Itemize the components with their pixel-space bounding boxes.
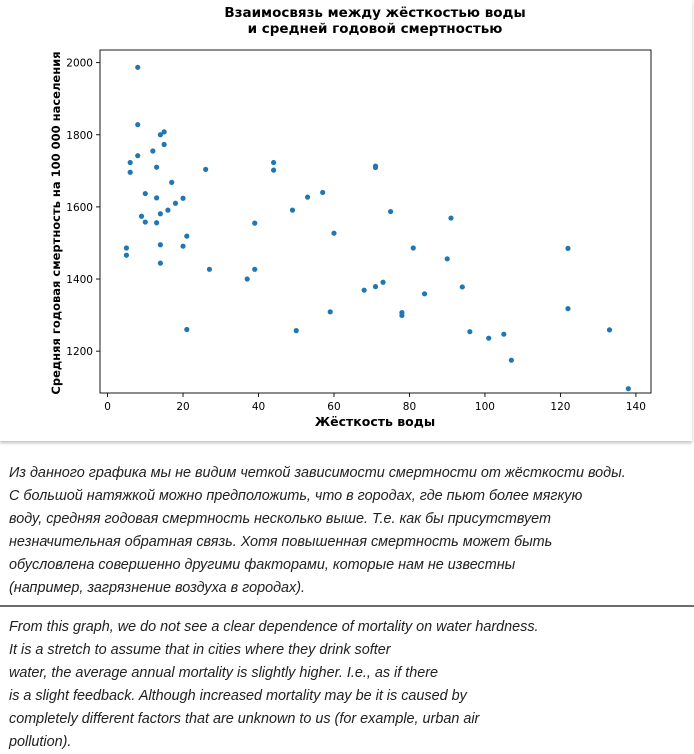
data-point: [252, 220, 258, 226]
data-point: [380, 279, 386, 285]
data-point: [135, 122, 141, 128]
x-tick-label: 60: [327, 401, 340, 413]
data-point: [154, 220, 160, 226]
data-point: [161, 141, 167, 148]
y-tick-label: 2000: [66, 58, 93, 70]
data-point: [372, 284, 379, 290]
data-point: [169, 179, 175, 185]
data-point: [150, 148, 156, 154]
data-point: [293, 328, 299, 334]
x-tick-label: 120: [550, 401, 570, 413]
text-line: (например, загрязнение воздуха в городах…: [9, 580, 306, 596]
y-axis-label: Средняя годовая смертность на 100 000 на…: [49, 51, 63, 394]
text-line: completely different factors that are un…: [9, 711, 480, 727]
x-tick-label: 0: [104, 401, 111, 413]
data-point: [304, 194, 311, 200]
conclusion-text-ru: Из данного графика мы не видим четкой за…: [9, 462, 626, 600]
data-point: [142, 219, 148, 225]
data-point: [565, 306, 571, 312]
scatter-chart: Взаимосвязь между жёсткостью воды и сред…: [49, 5, 652, 429]
data-point: [157, 211, 163, 217]
x-tick-label: 40: [252, 401, 265, 413]
text-line: From this graph, we do not see a clear d…: [9, 619, 539, 635]
data-point: [410, 245, 416, 251]
data-point: [180, 195, 186, 201]
data-point: [157, 260, 163, 266]
text-line: pollution).: [9, 734, 72, 750]
data-point: [252, 266, 258, 272]
text-line: незначительная обратная связь. Хотя повы…: [9, 534, 553, 550]
section-divider: [0, 605, 694, 607]
data-point: [184, 326, 190, 333]
data-point: [565, 245, 571, 251]
data-point: [244, 276, 250, 282]
data-point: [135, 64, 141, 70]
data-point: [180, 243, 186, 249]
conclusion-text-en: From this graph, we do not see a clear d…: [9, 616, 609, 754]
data-point: [444, 256, 450, 262]
data-point: [123, 252, 130, 258]
text-line: It is a stretch to assume that in cities…: [9, 642, 391, 658]
data-point: [154, 195, 160, 201]
data-point: [387, 208, 394, 215]
x-tick-label: 80: [403, 401, 416, 413]
chart-title-line-2: и средней годовой смертностью: [248, 21, 503, 37]
data-point: [271, 159, 277, 166]
chart-title-line-1: Взаимосвязь между жёсткостью воды: [224, 5, 525, 21]
data-point: [135, 153, 141, 159]
data-point: [508, 357, 514, 363]
y-tick-label: 1800: [66, 130, 93, 142]
data-point: [320, 189, 326, 196]
text-line: is a slight feedback. Although increased…: [9, 688, 467, 704]
text-line: Из данного графика мы не видим четкой за…: [9, 465, 626, 481]
x-tick-label: 140: [626, 401, 646, 413]
data-point: [157, 242, 163, 248]
text-line: воду, средняя годовая смертность несколь…: [9, 511, 551, 527]
data-point: [467, 329, 473, 335]
data-point: [203, 166, 209, 172]
data-point: [486, 335, 492, 341]
data-point: [625, 386, 631, 392]
data-point: [289, 207, 296, 213]
data-point: [399, 312, 405, 319]
text-line: обусловлена совершенно другими факторами…: [9, 557, 516, 573]
x-tick-label: 20: [176, 401, 189, 413]
data-point: [165, 207, 171, 213]
data-point: [271, 167, 277, 173]
plot-frame: [99, 49, 652, 394]
y-tick-label: 1600: [66, 202, 93, 214]
data-point: [127, 169, 133, 175]
x-axis-label: Жёсткость воды: [315, 414, 435, 429]
y-tick-label: 1200: [66, 346, 93, 358]
data-point: [421, 291, 428, 297]
data-point: [372, 164, 379, 171]
text-line: water, the average annual mortality is s…: [9, 665, 439, 681]
data-point: [172, 200, 179, 206]
data-point: [501, 331, 507, 337]
data-point: [142, 190, 148, 197]
data-point: [161, 129, 167, 135]
output-card: Взаимосвязь между жёсткостью воды и сред…: [49, 5, 652, 429]
data-point: [327, 309, 333, 315]
data-point: [123, 245, 130, 251]
data-point: [138, 213, 145, 219]
data-point: [448, 215, 454, 221]
data-point: [331, 230, 337, 236]
data-point: [127, 159, 133, 166]
data-point: [184, 233, 190, 239]
data-point: [154, 164, 160, 170]
text-line: С большой натяжкой можно предположить, ч…: [9, 488, 583, 504]
data-point: [606, 327, 613, 333]
y-tick-label: 1400: [66, 274, 93, 286]
data-point: [361, 287, 367, 293]
data-point: [157, 132, 163, 138]
data-point: [206, 266, 213, 272]
x-tick-label: 100: [475, 401, 495, 413]
data-point: [459, 284, 465, 290]
